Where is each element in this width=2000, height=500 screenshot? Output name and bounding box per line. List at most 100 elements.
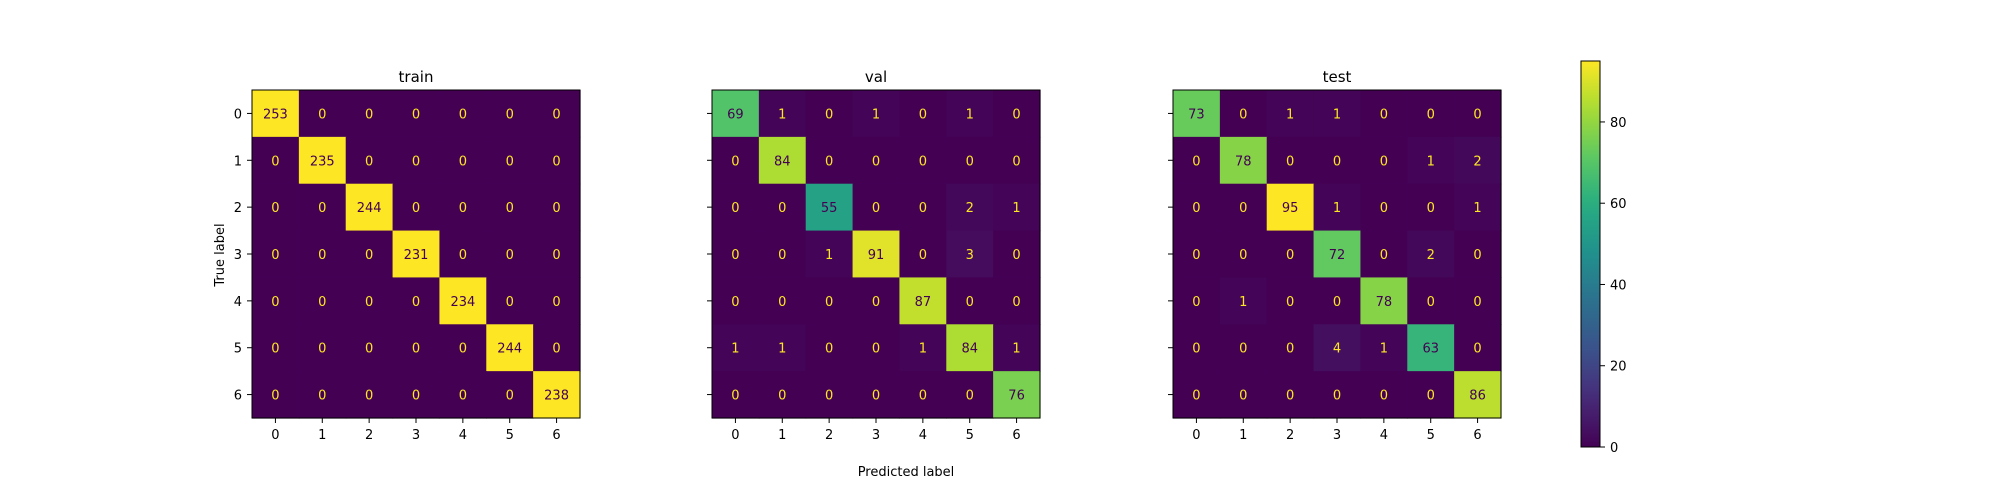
cell-value: 0 (1012, 295, 1020, 310)
x-tick-label: 3 (872, 428, 880, 443)
cell-value: 0 (318, 201, 326, 216)
x-tick-label: 0 (1192, 428, 1200, 443)
matrix-cell (946, 183, 994, 232)
colorbar-tick-label: 20 (1610, 360, 1627, 375)
cell-value: 0 (1286, 248, 1294, 263)
cell-value: 0 (1012, 107, 1020, 122)
cell-value: 0 (825, 154, 833, 169)
cell-value: 0 (1473, 107, 1481, 122)
matrix-cell (1219, 324, 1268, 372)
cell-value: 1 (1012, 342, 1020, 357)
cell-value: 0 (966, 389, 974, 404)
cell-value: 2 (1473, 154, 1481, 169)
colorbar-tick-label: 0 (1610, 441, 1618, 456)
cell-value: 0 (966, 295, 974, 310)
colorbar-tick-label: 80 (1610, 116, 1627, 131)
matrix-cell (298, 90, 347, 138)
matrix-cell (486, 371, 534, 419)
cell-value: 0 (1286, 389, 1294, 404)
matrix-cell (486, 183, 534, 232)
cell-value: 0 (1380, 201, 1388, 216)
cell-value: 0 (552, 201, 560, 216)
cell-value: 0 (271, 248, 279, 263)
cell-value: 0 (1192, 295, 1200, 310)
cell-value: 0 (506, 107, 514, 122)
matrix-cell (946, 324, 994, 372)
cell-value: 244 (497, 342, 522, 357)
cell-value: 91 (868, 248, 885, 263)
matrix-cell (1454, 230, 1502, 279)
cell-value: 95 (1282, 201, 1299, 216)
matrix-cell (993, 324, 1041, 372)
cell-value: 0 (412, 295, 420, 310)
y-tick-label: 3 (234, 248, 242, 263)
cell-value: 0 (1192, 342, 1200, 357)
matrix-cell (1266, 90, 1315, 138)
cell-value: 0 (271, 295, 279, 310)
cell-value: 0 (506, 295, 514, 310)
matrix-cell (712, 277, 760, 325)
cell-value: 0 (412, 154, 420, 169)
matrix-cell (1407, 277, 1455, 325)
cell-value: 0 (271, 201, 279, 216)
cell-value: 1 (1333, 107, 1341, 122)
matrix-cell (1173, 230, 1221, 279)
cell-value: 0 (412, 342, 420, 357)
cell-value: 0 (1427, 389, 1435, 404)
cell-value: 0 (412, 201, 420, 216)
cell-value: 0 (412, 389, 420, 404)
matrix-cell (439, 90, 487, 138)
matrix-cell (392, 371, 441, 419)
matrix-cell (1219, 371, 1268, 419)
cell-value: 0 (872, 201, 880, 216)
cell-value: 0 (459, 389, 467, 404)
cell-value: 0 (365, 295, 373, 310)
matrix-cell (1173, 90, 1221, 138)
matrix-cell (1173, 371, 1221, 419)
cell-value: 0 (1333, 295, 1341, 310)
matrix-cell (533, 90, 581, 138)
matrix-cell (758, 371, 807, 419)
cell-value: 0 (506, 154, 514, 169)
y-tick-label: 0 (234, 107, 242, 122)
cell-value: 0 (919, 107, 927, 122)
cell-value: 0 (825, 295, 833, 310)
cell-value: 0 (365, 248, 373, 263)
matrix-cell (758, 183, 807, 232)
cell-value: 0 (1286, 342, 1294, 357)
cell-value: 0 (459, 107, 467, 122)
cell-value: 0 (365, 154, 373, 169)
matrix-cell (345, 230, 394, 279)
cell-value: 0 (778, 248, 786, 263)
matrix-cell (486, 230, 534, 279)
matrix-cell (298, 230, 347, 279)
matrix-cell (298, 277, 347, 325)
cell-value: 0 (365, 389, 373, 404)
matrix-cell (439, 136, 487, 185)
cell-value: 0 (459, 154, 467, 169)
matrix-cell (1313, 230, 1362, 279)
cell-value: 0 (271, 154, 279, 169)
cell-value: 0 (318, 107, 326, 122)
matrix-cell (1407, 324, 1455, 372)
cell-value: 1 (778, 107, 786, 122)
matrix-cell (712, 324, 760, 372)
matrix-cell (993, 230, 1041, 279)
cell-value: 0 (459, 201, 467, 216)
matrix-cell (946, 136, 994, 185)
matrix-cell (392, 136, 441, 185)
matrix-cell (533, 324, 581, 372)
cell-value: 0 (872, 154, 880, 169)
cell-value: 234 (450, 295, 475, 310)
matrix-cell (533, 371, 581, 419)
matrix-cell (533, 277, 581, 325)
cell-value: 0 (1239, 248, 1247, 263)
cell-value: 55 (821, 201, 838, 216)
matrix-cell (1266, 230, 1315, 279)
cell-value: 1 (1333, 201, 1341, 216)
matrix-cell (805, 230, 854, 279)
matrix-cell (899, 183, 947, 232)
matrix-cell (533, 183, 581, 232)
matrix-cell (852, 136, 901, 185)
cell-value: 3 (966, 248, 974, 263)
